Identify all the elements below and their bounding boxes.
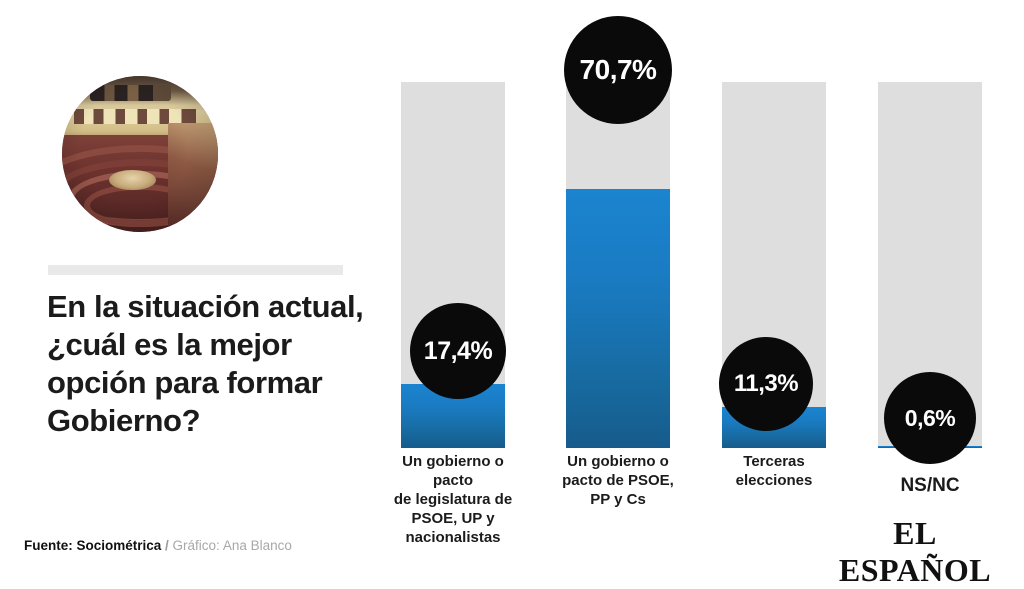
bar-track-2	[566, 82, 670, 448]
congreso-de-los-diputados-photo	[62, 76, 218, 232]
bar-caption-2-line-3: PP y Cs	[590, 491, 646, 508]
bar-group-4: 0,6% NS/NC	[859, 0, 1001, 576]
bar-caption-1: Un gobierno o pacto de legislatura de PS…	[382, 452, 524, 547]
bar-fill-2	[566, 189, 670, 448]
bar-caption-2-line-1: Un gobierno o	[567, 453, 669, 470]
photo-rostrum	[108, 169, 156, 190]
value-badge-4: 0,6%	[884, 372, 976, 464]
value-badge-1: 17,4%	[410, 303, 506, 399]
graphic-credit: Gráfico: Ana Blanco	[172, 538, 292, 553]
photo-ceiling-panels	[90, 85, 172, 101]
bar-caption-2: Un gobierno o pacto de PSOE, PP y Cs	[547, 452, 689, 509]
bar-caption-3-line-2: elecciones	[735, 472, 813, 489]
bar-caption-4-line-1: NS/NC	[900, 475, 960, 496]
bar-caption-1-line-3: PSOE, UP y	[411, 510, 495, 527]
value-badge-label-3: 11,3%	[733, 370, 799, 397]
page-title: En la situación actual, ¿cuál es la mejo…	[47, 289, 364, 438]
source-label: Fuente: Sociométrica	[24, 538, 162, 553]
photo-balcony-boxes	[74, 108, 197, 125]
bar-caption-1-line-1: Un gobierno o pacto	[402, 453, 504, 489]
source-separator: /	[161, 538, 173, 553]
bar-caption-1-line-2: de legislatura de	[393, 491, 513, 508]
photo-vignette	[62, 76, 218, 232]
value-badge-label-2: 70,7%	[579, 54, 657, 85]
title-divider	[48, 265, 343, 275]
bar-group-2: 70,7% Un gobierno o pacto de PSOE, PP y …	[547, 0, 689, 576]
bar-caption-4: NS/NC	[859, 476, 1001, 495]
value-badge-label-4: 0,6%	[904, 404, 956, 431]
value-badge-2: 70,7%	[564, 16, 672, 124]
source-credit: Fuente: Sociométrica / Gráfico: Ana Blan…	[24, 538, 292, 553]
value-badge-3: 11,3%	[719, 337, 813, 431]
bar-caption-2-line-2: pacto de PSOE,	[562, 472, 674, 489]
bar-caption-1-line-4: nacionalistas	[405, 529, 501, 546]
brand-logo: EL ESPAÑOL	[838, 515, 992, 588]
bar-group-1: 17,4% Un gobierno o pacto de legislatura…	[382, 0, 524, 576]
value-badge-label-1: 17,4%	[423, 336, 493, 365]
bar-group-3: 11,3% Terceras elecciones	[703, 0, 845, 576]
intro-panel: En la situación actual, ¿cuál es la mejo…	[0, 0, 372, 576]
photo-right-wall	[168, 122, 218, 232]
bar-caption-3: Terceras elecciones	[703, 452, 845, 490]
bar-caption-3-line-1: Terceras	[743, 453, 805, 470]
bar-chart: 17,4% Un gobierno o pacto de legislatura…	[372, 0, 1024, 588]
